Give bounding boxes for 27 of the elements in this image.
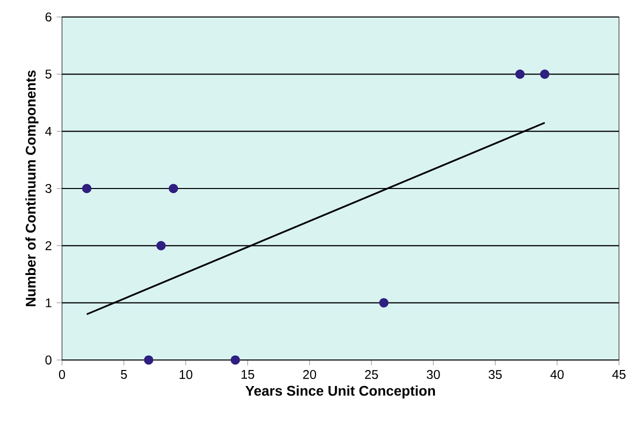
y-tick-label: 3 <box>45 184 52 193</box>
y-tick-label: 2 <box>46 241 52 250</box>
x-tick-label: 10 <box>180 370 192 379</box>
point <box>156 240 166 250</box>
x-tick-label: 40 <box>550 370 564 379</box>
y-tick-label: 0 <box>45 356 52 364</box>
y-axis-title: Number of Continuum Components <box>25 70 38 306</box>
point <box>540 69 550 79</box>
x-tick-label: 15 <box>242 370 254 379</box>
point <box>230 355 240 365</box>
point <box>168 184 178 194</box>
x-tick-label: 25 <box>365 370 378 379</box>
x-tick-label: 30 <box>426 370 440 379</box>
y-tick-label: 6 <box>46 12 52 22</box>
x-axis-title: Years Since Unit Conception <box>245 385 435 399</box>
x-tick-label: 20 <box>303 370 316 379</box>
x-tick-label: 0 <box>58 370 66 379</box>
y-tick-label: 1 <box>46 298 52 308</box>
y-tick-label: 5 <box>45 70 52 79</box>
y-tick-label: 4 <box>45 126 52 136</box>
x-tick-label: 5 <box>120 370 127 379</box>
point <box>82 184 92 194</box>
point <box>144 355 154 365</box>
x-tick-label: 45 <box>612 370 626 379</box>
point <box>515 69 525 79</box>
point <box>379 298 388 308</box>
x-tick-label: 35 <box>488 370 502 379</box>
